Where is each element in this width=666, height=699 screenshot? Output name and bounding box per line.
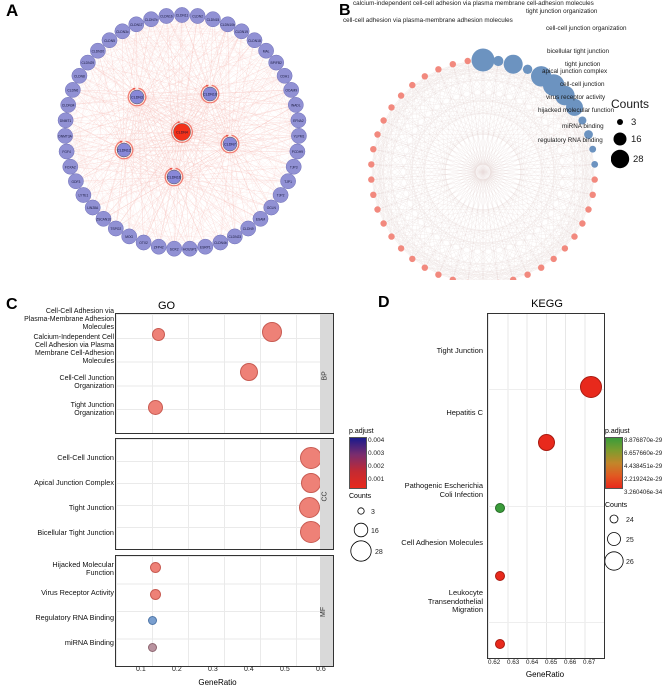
svg-text:CLDN10: CLDN10 [203, 93, 217, 97]
svg-text:CLDN3c: CLDN3c [116, 30, 129, 34]
svg-text:CLDN5: CLDN5 [104, 39, 115, 43]
svg-text:CLDN29: CLDN29 [81, 61, 94, 65]
svg-text:OCLN: OCLN [267, 206, 277, 210]
svg-text:CLDN8: CLDN8 [74, 74, 85, 78]
svg-text:25: 25 [626, 537, 634, 544]
svg-text:LYTE1: LYTE1 [78, 194, 88, 198]
svg-text:CLDN12: CLDN12 [117, 149, 131, 153]
svg-text:CLDN34: CLDN34 [62, 104, 75, 108]
svg-text:ESAM: ESAM [256, 217, 266, 221]
svg-text:CLDN7b: CLDN7b [145, 18, 158, 22]
svg-text:CLDN11: CLDN11 [176, 14, 189, 18]
svg-text:CLDN7: CLDN7 [224, 143, 236, 147]
svg-text:CLDN23: CLDN23 [228, 235, 241, 239]
svg-text:BPIFB2: BPIFB2 [271, 61, 283, 65]
svg-text:CLDN16: CLDN16 [167, 176, 181, 180]
svg-text:16: 16 [371, 528, 379, 535]
svg-text:CLDN10b: CLDN10b [220, 23, 235, 27]
svg-text:SOX2: SOX2 [170, 247, 179, 251]
svg-text:CLDN3: CLDN3 [131, 96, 143, 100]
svg-text:FGF4: FGF4 [62, 150, 71, 154]
svg-text:ZSCAN10: ZSCAN10 [96, 217, 111, 221]
svg-text:CLDN20: CLDN20 [92, 49, 105, 53]
svg-text:26: 26 [626, 559, 634, 566]
svg-text:CLDN4: CLDN4 [176, 131, 188, 135]
svg-text:OTX2: OTX2 [139, 241, 148, 245]
svg-text:TJP1: TJP1 [284, 180, 292, 184]
svg-text:CLDN15: CLDN15 [207, 18, 220, 22]
svg-text:LIN28A: LIN28A [87, 206, 99, 210]
svg-text:16: 16 [631, 134, 642, 145]
svg-text:TSPO2: TSPO2 [110, 227, 121, 231]
svg-text:OCAM9: OCAM9 [285, 89, 297, 93]
svg-text:MOG: MOG [125, 235, 133, 239]
svg-text:CLDN18: CLDN18 [248, 39, 261, 43]
svg-text:EFNA2: EFNA2 [293, 119, 304, 123]
svg-text:24: 24 [626, 517, 634, 524]
svg-text:GDF3: GDF3 [72, 180, 81, 184]
svg-text:ZFP42: ZFP42 [154, 245, 164, 249]
svg-text:CLDN17: CLDN17 [130, 23, 143, 27]
svg-text:CLDN4b: CLDN4b [214, 241, 227, 245]
svg-text:TJP3: TJP3 [290, 165, 298, 169]
svg-text:CLDN2: CLDN2 [192, 15, 203, 19]
svg-text:28: 28 [375, 549, 383, 556]
svg-text:INADL: INADL [291, 104, 301, 108]
svg-text:YLPM1: YLPM1 [293, 135, 304, 139]
svg-text:PCDH9: PCDH9 [292, 150, 303, 154]
svg-text:FOXA2: FOXA2 [65, 165, 76, 169]
svg-text:ESRP1: ESRP1 [200, 245, 211, 249]
svg-text:CLDN1b: CLDN1b [160, 15, 173, 19]
svg-text:28: 28 [633, 154, 644, 165]
svg-text:3: 3 [631, 117, 636, 128]
svg-text:DNMT1: DNMT1 [60, 119, 72, 123]
svg-text:CLDN9: CLDN9 [243, 227, 254, 231]
svg-text:CDH1: CDH1 [280, 74, 289, 78]
svg-text:DNMT3A: DNMT3A [58, 135, 72, 139]
svg-text:CLDN19: CLDN19 [235, 30, 248, 34]
svg-text:3: 3 [371, 509, 375, 516]
svg-text:TJP2: TJP2 [277, 194, 285, 198]
svg-text:MAL: MAL [263, 49, 270, 53]
svg-text:CLDN6: CLDN6 [67, 89, 78, 93]
svg-text:HOUSP1: HOUSP1 [183, 247, 197, 251]
svg-text:A: A [6, 1, 18, 20]
